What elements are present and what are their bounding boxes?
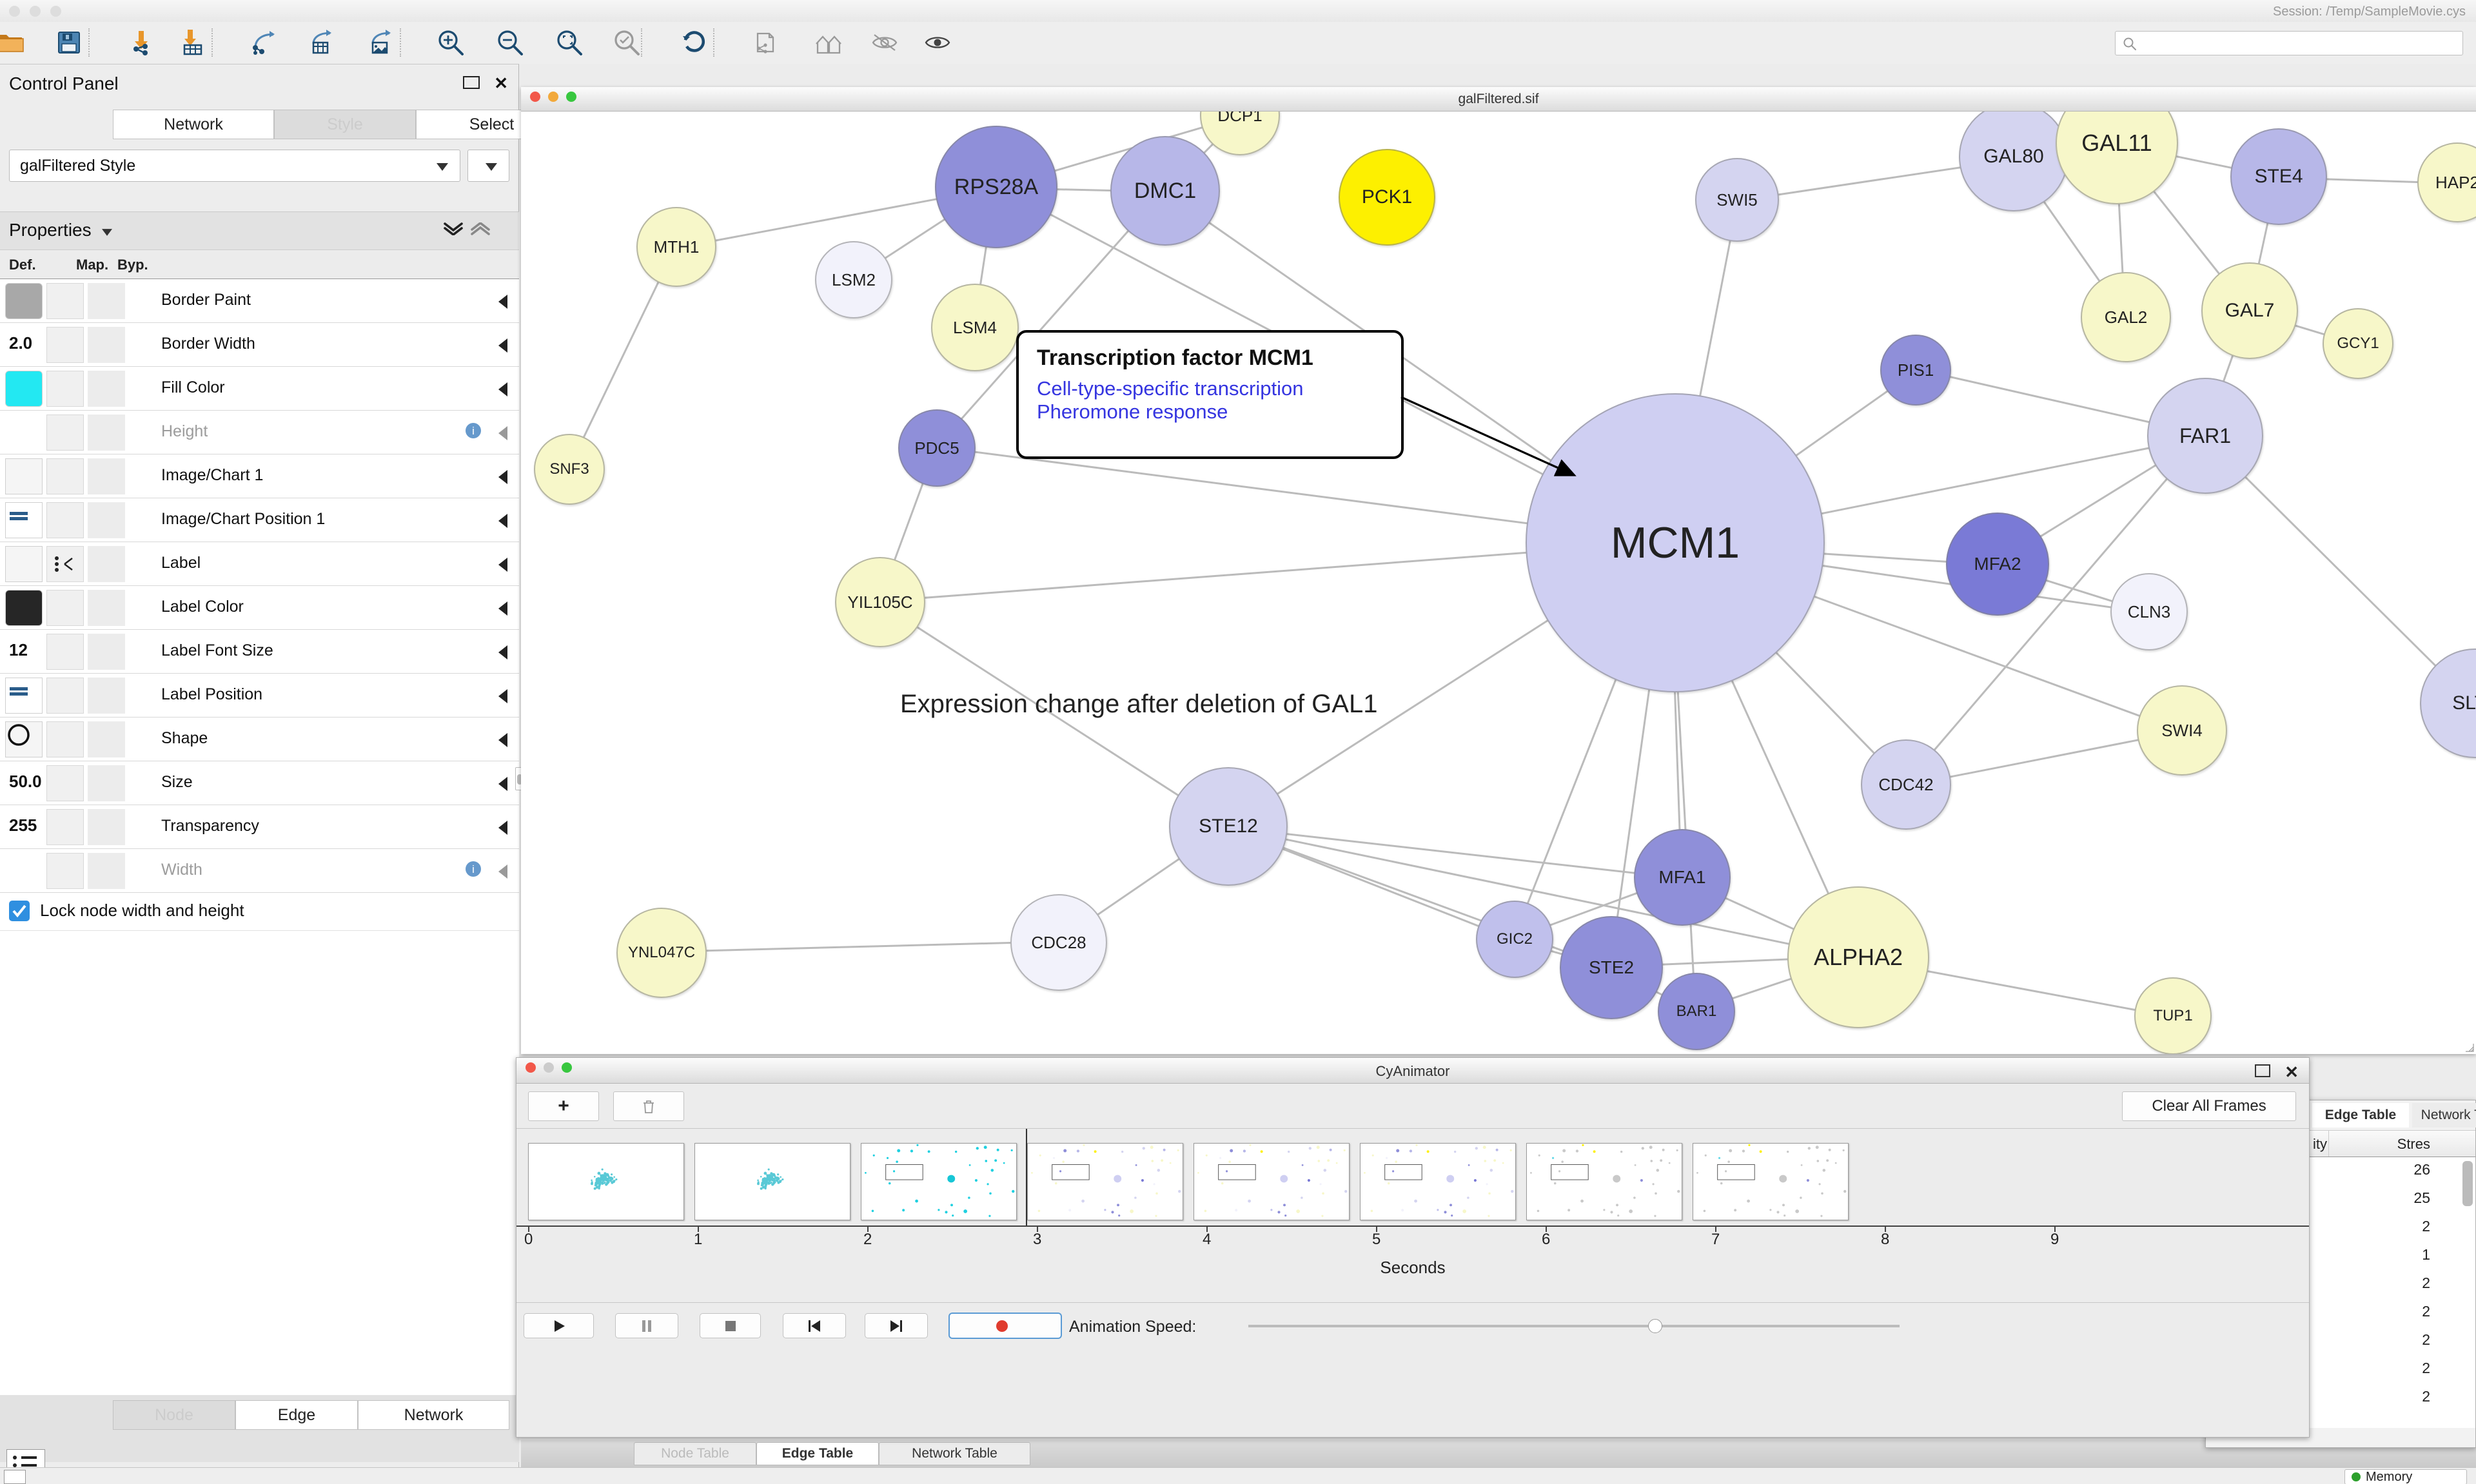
svg-text:i: i (472, 425, 475, 437)
svg-text:i: i (472, 863, 475, 875)
